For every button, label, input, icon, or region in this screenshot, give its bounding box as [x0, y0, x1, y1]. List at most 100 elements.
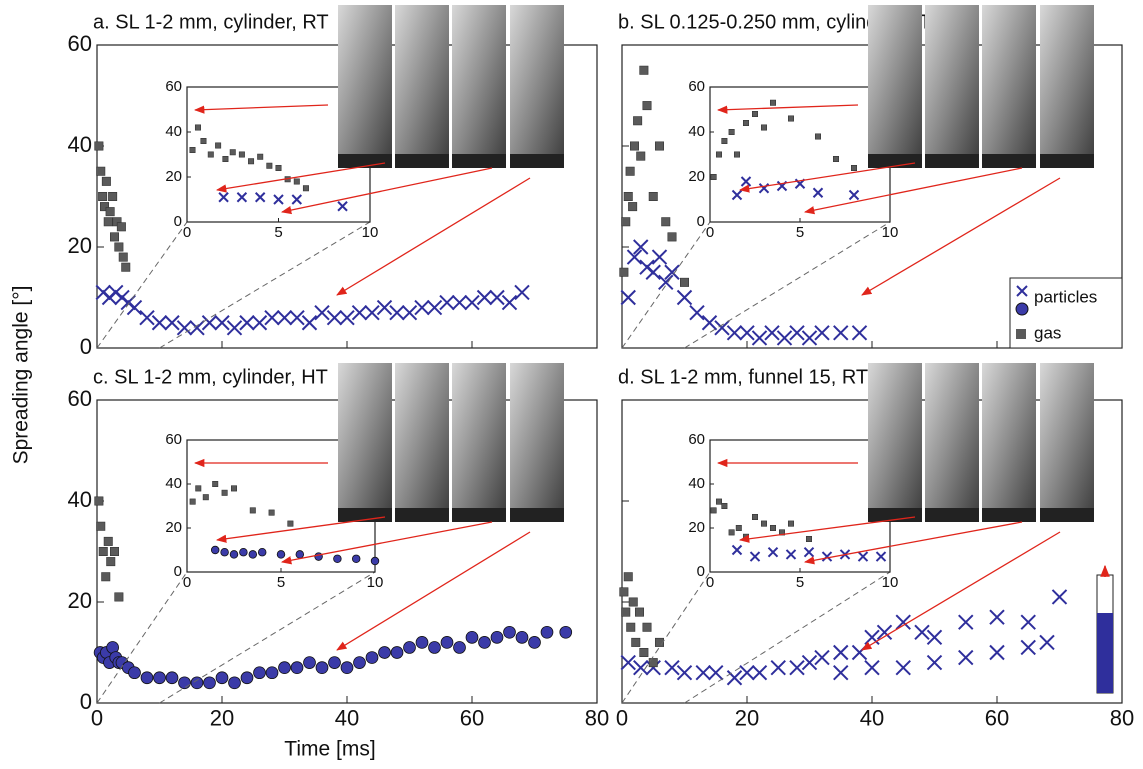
x-marker [339, 309, 355, 326]
x-marker [376, 299, 393, 316]
x-marker [676, 289, 693, 306]
square-marker [621, 217, 631, 227]
y-tick-label: 40 [688, 123, 705, 140]
circle-marker [295, 550, 305, 559]
square-marker [639, 647, 649, 657]
y-tick-label: 40 [688, 475, 705, 492]
square-marker [238, 151, 245, 158]
zoom-line [159, 221, 371, 349]
x-marker [164, 315, 180, 331]
y-tick-label: 40 [165, 475, 182, 492]
legend-box [1009, 277, 1123, 349]
x-tick-label: 0 [706, 574, 714, 591]
circle-marker [528, 636, 541, 649]
panel-title: b. SL 0.125-0.250 mm, cylinder, RT [618, 11, 932, 33]
square-marker [302, 185, 309, 192]
square-marker [275, 165, 282, 172]
x-marker [189, 320, 205, 336]
frame-base [1040, 154, 1094, 168]
circle-marker [453, 641, 466, 654]
x-marker [201, 315, 218, 331]
x-tick-label: 80 [585, 705, 609, 730]
high-speed-frame [395, 363, 449, 522]
x-marker [989, 609, 1005, 625]
frame-base [925, 154, 979, 168]
circle-marker [428, 641, 441, 654]
square-marker [728, 129, 735, 136]
x-marker [708, 664, 724, 681]
y-tick-label: 60 [688, 431, 705, 448]
square-marker [633, 116, 643, 126]
square-marker [212, 480, 219, 487]
x-marker [767, 546, 779, 558]
high-speed-frame [982, 5, 1036, 168]
x-axis-label: Time [ms] [284, 738, 375, 761]
frame-base [982, 508, 1036, 522]
arrow [215, 162, 386, 193]
x-marker [389, 304, 405, 321]
circle-marker [153, 671, 166, 685]
y-tick-label: 0 [80, 689, 92, 714]
square-marker [721, 502, 728, 509]
square-marker [207, 151, 214, 158]
circle-marker [540, 625, 554, 639]
x-marker [785, 549, 797, 560]
x-marker [789, 659, 805, 676]
y-tick-label: 0 [697, 213, 705, 230]
square-marker [721, 138, 728, 145]
x-marker [789, 325, 805, 341]
x-marker [731, 189, 743, 201]
x-marker [239, 315, 255, 331]
x-marker [489, 289, 505, 306]
square-marker [751, 513, 758, 520]
square-marker [760, 124, 767, 131]
arrow [280, 521, 493, 565]
square-marker [733, 151, 740, 158]
x-marker [464, 294, 480, 311]
x-marker [875, 551, 887, 562]
x-marker [914, 624, 930, 641]
circle-marker [465, 630, 479, 644]
x-tick-label: 60 [985, 705, 1009, 730]
x-tick-label: 0 [706, 224, 714, 241]
circle-marker [239, 547, 248, 557]
x-tick-label: 5 [274, 224, 282, 241]
x-marker [1020, 639, 1036, 656]
x-marker [633, 659, 649, 676]
x-marker [749, 551, 761, 562]
y-tick-label: 60 [165, 431, 182, 448]
frame-base [395, 508, 449, 522]
arrow [803, 167, 1023, 215]
x-marker [821, 551, 833, 562]
high-speed-frame [510, 5, 564, 168]
x-marker [857, 551, 869, 562]
circle-marker [365, 651, 379, 664]
square-marker [787, 520, 794, 527]
x-tick-label: 40 [335, 705, 359, 730]
x-marker [276, 309, 293, 326]
x-marker [801, 654, 818, 671]
x-tick-label: 40 [860, 705, 884, 730]
square-marker [108, 192, 118, 202]
x-marker [876, 624, 893, 641]
square-marker [679, 277, 689, 287]
square-marker [229, 149, 236, 156]
frame-base [452, 154, 506, 168]
high-speed-frame [395, 5, 449, 168]
x-marker [664, 659, 680, 676]
square-marker [667, 232, 677, 242]
x-marker [814, 649, 830, 666]
circle-marker [370, 556, 380, 566]
x-marker [695, 664, 711, 681]
square-marker [266, 162, 273, 169]
x-marker [803, 546, 815, 558]
arrow [193, 104, 329, 114]
legend-label: gas [1034, 323, 1061, 342]
square-marker [619, 587, 629, 597]
x-marker [414, 299, 430, 316]
x-marker [501, 294, 518, 311]
x-tick-label: 0 [183, 224, 191, 241]
square-marker [249, 507, 256, 514]
circle-marker [178, 676, 191, 690]
arrow [336, 531, 531, 651]
